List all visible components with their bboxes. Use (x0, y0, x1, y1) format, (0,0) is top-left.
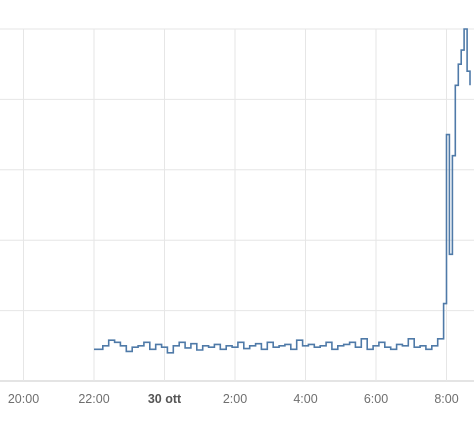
x-tick-label: 30 ott (148, 392, 182, 406)
x-tick-label: 2:00 (223, 392, 247, 406)
x-axis-ticks: 20:00 22:00 30 ott 2:00 4:00 6:00 8:00 (8, 392, 459, 406)
x-tick-label: 6:00 (364, 392, 388, 406)
x-tick-label: 22:00 (78, 392, 109, 406)
series-layer (94, 28, 471, 354)
x-tick-label: 4:00 (293, 392, 317, 406)
series-line (94, 28, 471, 354)
gridlines (0, 28, 474, 382)
x-tick-label: 8:00 (434, 392, 458, 406)
x-tick-label: 20:00 (8, 392, 39, 406)
